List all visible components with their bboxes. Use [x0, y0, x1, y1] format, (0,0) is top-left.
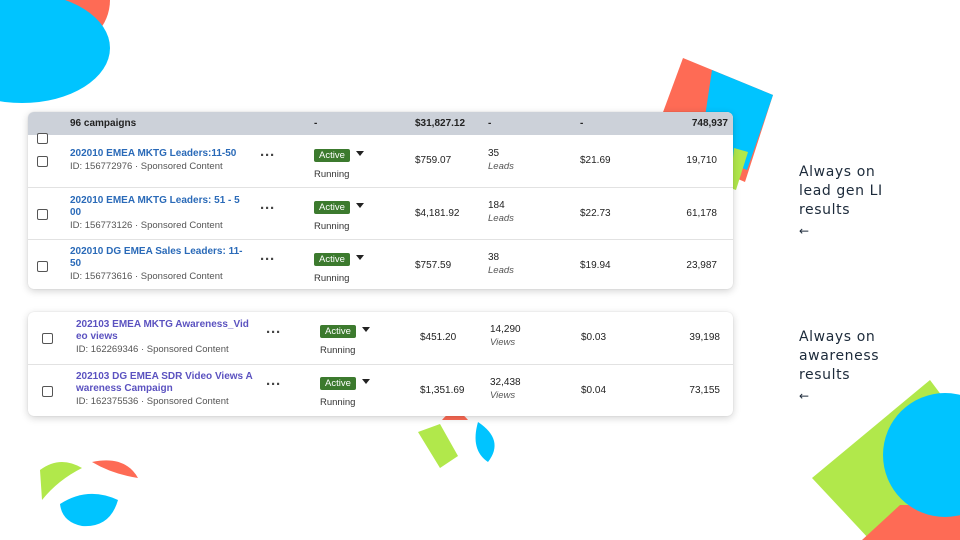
lime-square-shape: [730, 148, 748, 190]
table-row: 202103 DG EMEA SDR Video Views A warenes…: [28, 364, 733, 416]
campaign-meta: ID: 156773126 · Sponsored Content: [70, 220, 223, 231]
delivery-status: Running: [314, 221, 350, 232]
cyan-arc-shape: [475, 422, 495, 462]
arrow-left-icon: ←: [799, 224, 810, 238]
total-spend: $31,827.12: [415, 118, 466, 129]
row-checkbox[interactable]: [37, 156, 48, 167]
awareness-annotation: Always on awareness results ←: [799, 328, 909, 406]
spend-value: $4,181.92: [415, 208, 460, 219]
spend-value: $1,351.69: [420, 385, 465, 396]
lead-gen-annotation: Always on lead gen LI results ←: [799, 163, 909, 241]
more-options-icon[interactable]: ···: [260, 200, 275, 217]
cost-per-result: $22.73: [580, 208, 611, 219]
arrow-left-icon: ←: [799, 389, 810, 403]
campaign-name-link[interactable]: 202010 EMEA MKTG Leaders:11-50: [70, 148, 237, 159]
delivery-status: Running: [314, 169, 350, 180]
row-checkbox[interactable]: [37, 209, 48, 220]
results-value: 14,290: [490, 324, 521, 335]
status-badge[interactable]: Active: [320, 377, 356, 390]
campaign-meta: ID: 156772976 · Sponsored Content: [70, 161, 223, 172]
spend-value: $451.20: [420, 332, 457, 343]
campaign-name-link[interactable]: 202103 DG EMEA SDR Video Views A warenes…: [76, 371, 253, 394]
results-unit: Leads: [488, 265, 514, 276]
lime-bracket-shape: [418, 424, 458, 468]
table-summary-row: 96 campaigns - $31,827.12 - - 748,937: [28, 112, 733, 144]
more-options-icon[interactable]: ···: [260, 251, 275, 268]
cost-per-result: $0.03: [581, 332, 607, 343]
summary-status: -: [314, 118, 318, 129]
table-row: 202010 EMEA MKTG Leaders:11-50 ID: 15677…: [28, 135, 733, 187]
impressions-value: 23,987: [686, 260, 717, 271]
coral-wedge-shape: [92, 460, 138, 478]
select-all-checkbox[interactable]: [37, 133, 48, 144]
delivery-status: Running: [320, 397, 356, 408]
more-options-icon[interactable]: ···: [266, 376, 281, 393]
cost-per-result: $0.04: [581, 385, 607, 396]
campaign-count: 96 campaigns: [70, 118, 137, 129]
delivery-status: Running: [314, 273, 350, 284]
caret-down-icon[interactable]: [355, 151, 364, 156]
results-value: 35: [488, 148, 500, 159]
impressions-value: 73,155: [689, 385, 720, 396]
cost-per-result: $19.94: [580, 260, 611, 271]
cyan-wedge-shape: [60, 493, 118, 527]
impressions-value: 19,710: [686, 155, 717, 166]
summary-results: -: [488, 118, 492, 129]
results-value: 32,438: [490, 377, 521, 388]
cyan-blob-shape: [0, 0, 110, 103]
campaign-name-link[interactable]: 202010 EMEA MKTG Leaders: 51 - 5 00: [70, 195, 240, 218]
status-badge[interactable]: Active: [314, 253, 350, 266]
results-unit: Leads: [488, 161, 514, 172]
status-badge[interactable]: Active: [314, 201, 350, 214]
annotation-text: Always on lead gen LI results: [799, 164, 883, 218]
results-value: 38: [488, 252, 500, 263]
summary-cost: -: [580, 118, 584, 129]
cost-per-result: $21.69: [580, 155, 611, 166]
campaign-name-link[interactable]: 202010 DG EMEA Sales Leaders: 11-50: [70, 246, 243, 269]
campaign-name-link[interactable]: 202103 EMEA MKTG Awareness_Vid eo views: [76, 319, 249, 342]
impressions-value: 39,198: [689, 332, 720, 343]
impressions-value: 61,178: [686, 208, 717, 219]
delivery-status: Running: [320, 345, 356, 356]
results-value: 184: [488, 200, 505, 211]
caret-down-icon[interactable]: [355, 203, 364, 208]
row-checkbox[interactable]: [42, 333, 53, 344]
row-checkbox[interactable]: [37, 261, 48, 272]
table-row: 202010 DG EMEA Sales Leaders: 11-50 ID: …: [28, 239, 733, 289]
results-unit: Views: [490, 337, 516, 348]
results-unit: Views: [490, 390, 516, 401]
caret-down-icon[interactable]: [355, 255, 364, 260]
status-badge[interactable]: Active: [314, 149, 350, 162]
table-row: 202010 EMEA MKTG Leaders: 51 - 5 00 ID: …: [28, 187, 733, 239]
spend-value: $759.07: [415, 155, 452, 166]
campaign-meta: ID: 156773616 · Sponsored Content: [70, 271, 223, 282]
lead-gen-campaign-table: 96 campaigns - $31,827.12 - - 748,937 20…: [28, 112, 733, 289]
awareness-campaign-table: 202103 EMEA MKTG Awareness_Vid eo views …: [28, 312, 733, 416]
caret-down-icon[interactable]: [361, 379, 370, 384]
status-badge[interactable]: Active: [320, 325, 356, 338]
row-checkbox[interactable]: [42, 386, 53, 397]
more-options-icon[interactable]: ···: [260, 147, 275, 164]
annotation-text: Always on awareness results: [799, 329, 880, 383]
lime-wedge-shape: [40, 461, 82, 500]
total-impressions: 748,937: [691, 118, 728, 129]
spend-value: $757.59: [415, 260, 452, 271]
caret-down-icon[interactable]: [361, 327, 370, 332]
cyan-circle-shape: [883, 393, 960, 517]
campaign-meta: ID: 162375536 · Sponsored Content: [76, 396, 229, 407]
results-unit: Leads: [488, 213, 514, 224]
campaign-meta: ID: 162269346 · Sponsored Content: [76, 344, 229, 355]
table-row: 202103 EMEA MKTG Awareness_Vid eo views …: [28, 312, 733, 364]
more-options-icon[interactable]: ···: [266, 324, 281, 341]
